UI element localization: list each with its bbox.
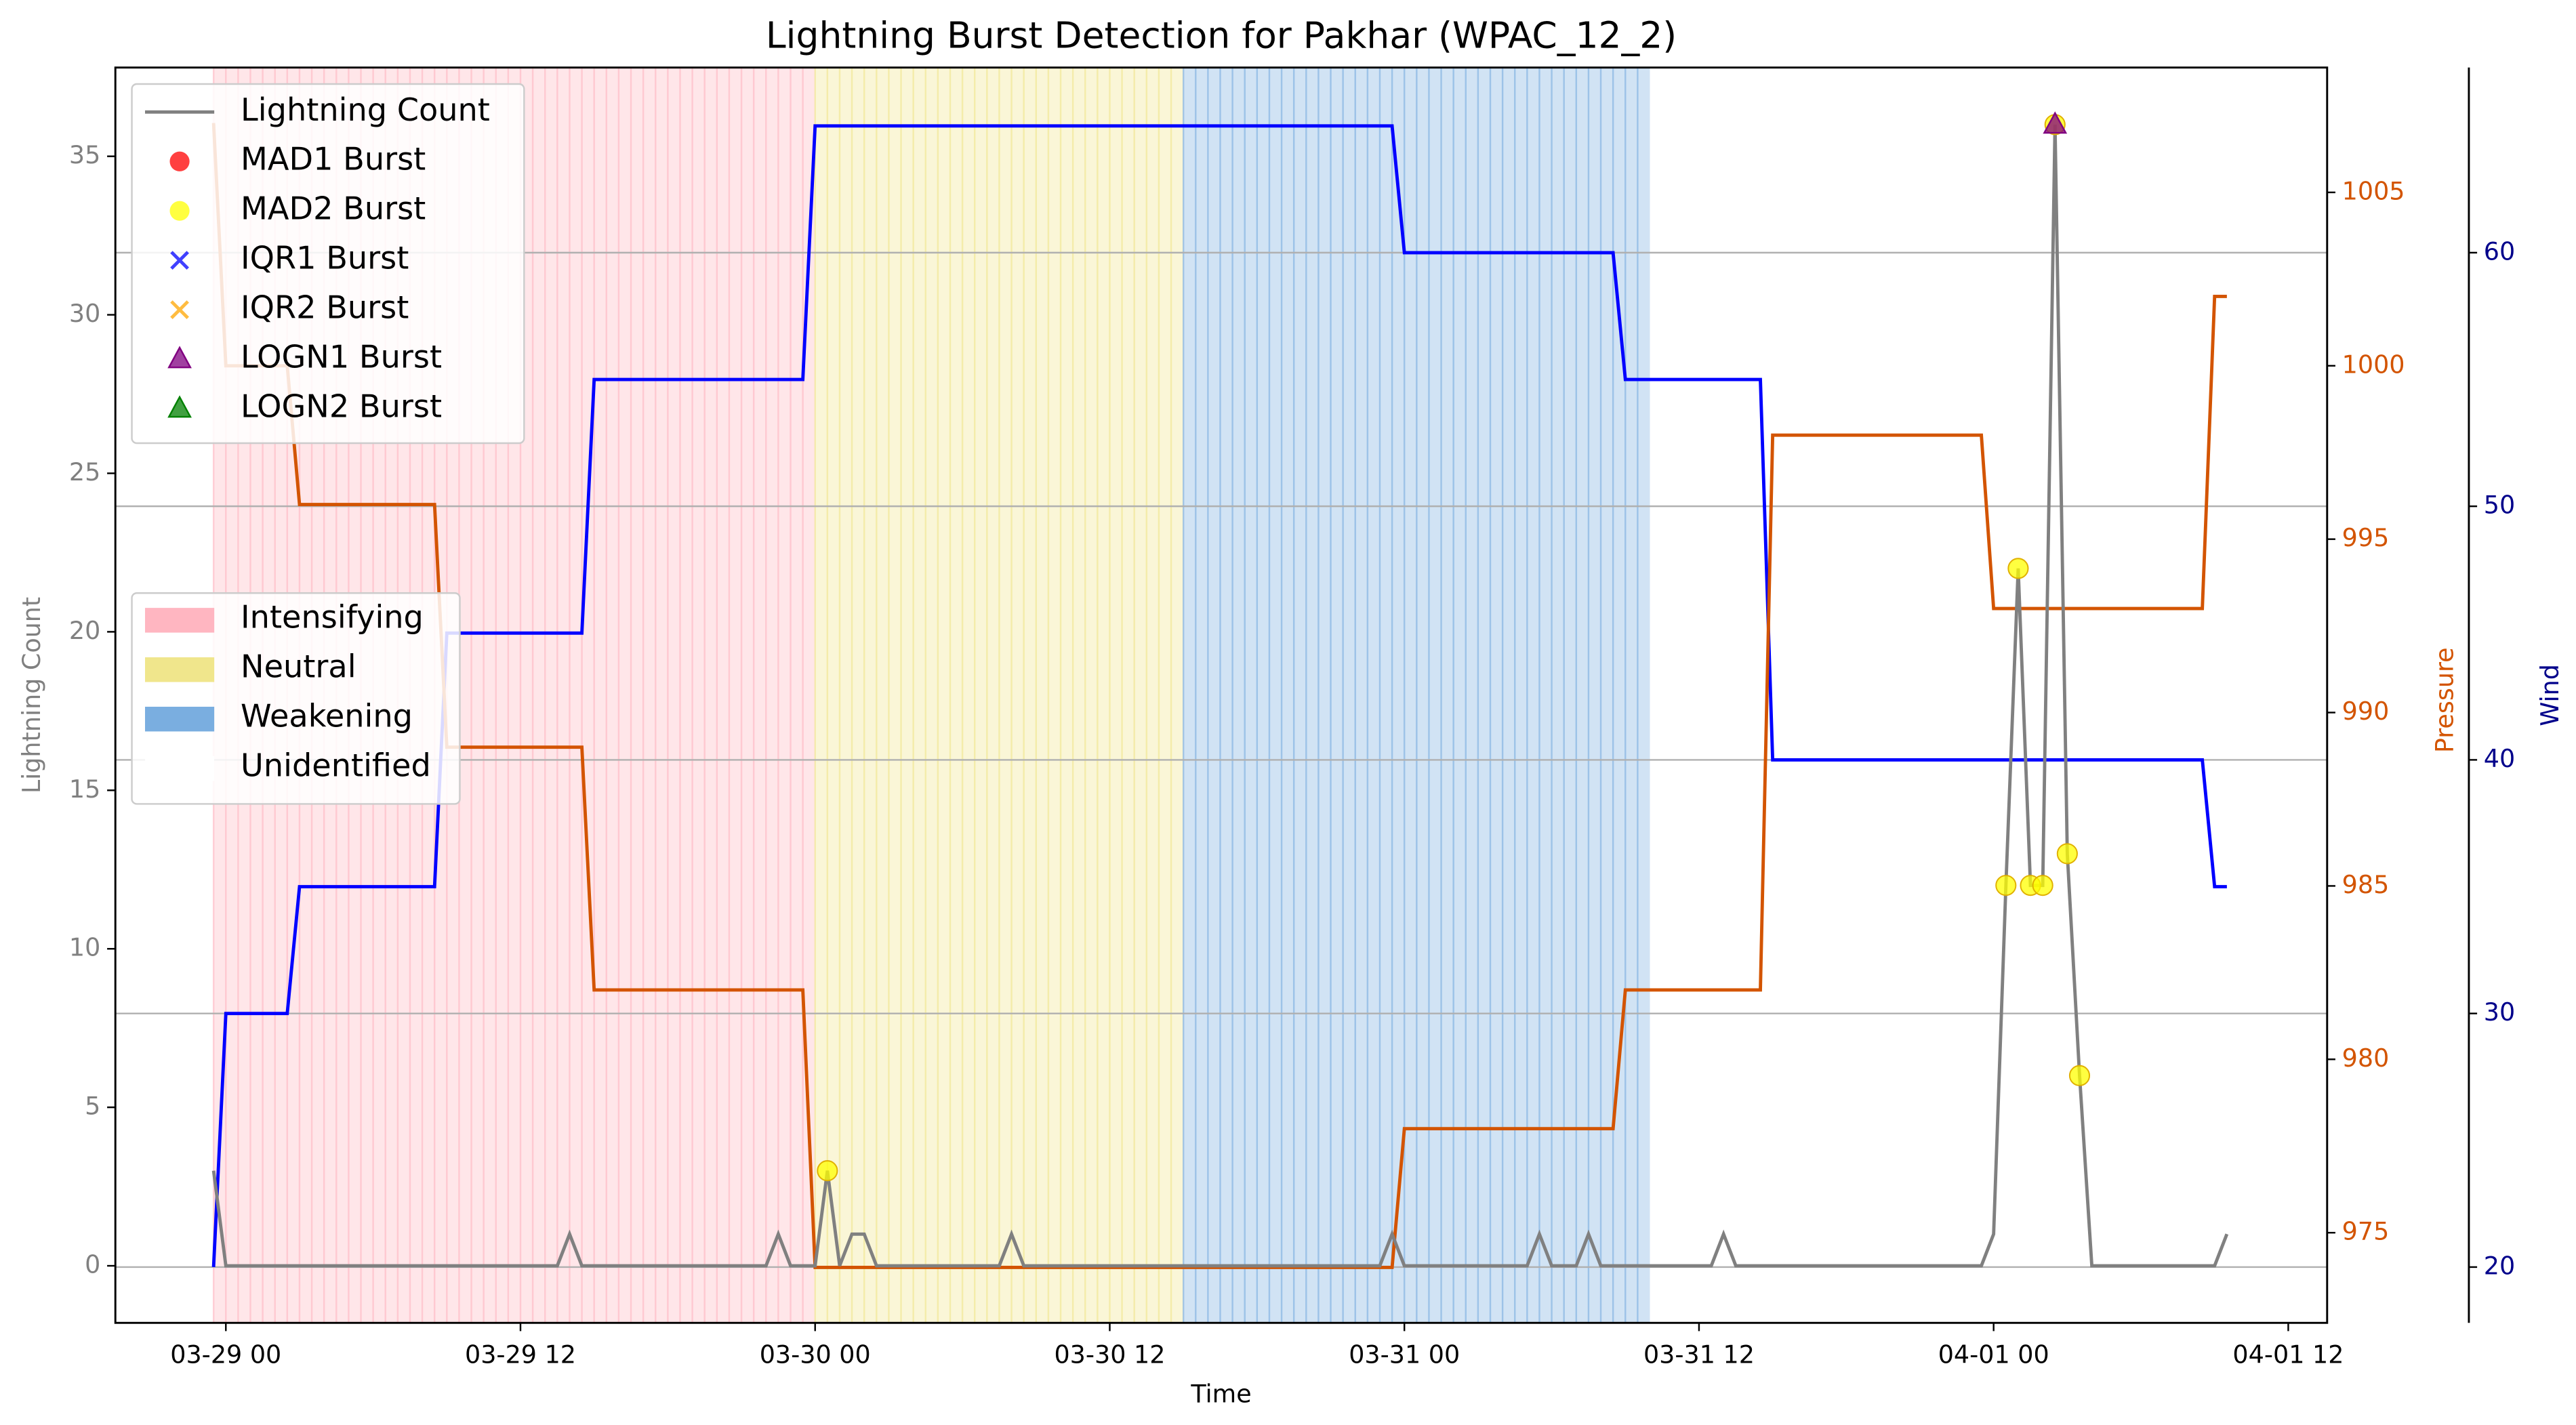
yticks-label: 5	[85, 1092, 100, 1121]
legend-label: LOGN2 Burst	[241, 388, 442, 424]
series-line	[211, 124, 2227, 1268]
burst-point	[2068, 1065, 2091, 1086]
x-tick-label: 04-01 12	[2232, 1340, 2344, 1369]
burst-point	[2032, 875, 2053, 896]
x-tick-label: 03-29 00	[170, 1340, 281, 1369]
y2ticks-label: 995	[2342, 523, 2390, 552]
legend-label: IQR2 Burst	[241, 289, 409, 326]
burst-point	[2043, 111, 2068, 134]
legend-label: LOGN1 Burst	[241, 339, 442, 375]
burst-point	[1995, 875, 2017, 896]
x-axis-label: Time	[1190, 1380, 1251, 1409]
yticks-label: 10	[69, 933, 100, 962]
legend-marker	[169, 201, 190, 221]
legend-label: Weakening	[241, 698, 413, 735]
chart-title: Lightning Burst Detection for Pakhar (WP…	[766, 14, 1677, 57]
y-axis-label: Lightning Count	[17, 597, 46, 793]
legend-label: MAD1 Burst	[241, 141, 426, 178]
legend-marker	[167, 346, 192, 369]
x-tick-label: 03-31 12	[1643, 1340, 1755, 1369]
y3ticks-label: 20	[2484, 1251, 2515, 1280]
y3ticks-label: 60	[2484, 236, 2515, 266]
yticks-label: 0	[85, 1250, 100, 1279]
yticks-label: 25	[69, 457, 100, 487]
legend-box	[131, 592, 461, 805]
x-tick-label: 03-31 00	[1349, 1340, 1460, 1369]
legend-patch	[145, 756, 215, 781]
legend-label: Lightning Count	[241, 91, 490, 128]
legend-label: IQR1 Burst	[241, 240, 409, 276]
yticks-label: 20	[69, 616, 100, 645]
legend-label: MAD2 Burst	[241, 190, 426, 227]
y2ticks-label: 985	[2342, 870, 2390, 899]
y2ticks-label: 980	[2342, 1044, 2390, 1073]
yticks-label: 35	[69, 140, 100, 169]
y2ticks-label: 1005	[2342, 176, 2405, 205]
legend-patch	[145, 657, 215, 682]
legend-box	[131, 83, 525, 445]
yticks-label: 30	[69, 299, 100, 328]
y2ticks-label: 975	[2342, 1217, 2390, 1246]
x-tick-label: 03-30 00	[760, 1340, 871, 1369]
legend-label: Intensifying	[241, 599, 424, 636]
y2ticks-label: 1000	[2342, 350, 2405, 379]
legend-patch	[145, 706, 215, 732]
y3ticks-label: 30	[2484, 997, 2515, 1027]
legend-patch	[145, 608, 215, 633]
y3ticks-label: 40	[2484, 744, 2515, 773]
burst-point	[817, 1160, 838, 1182]
x-tick-label: 03-30 12	[1054, 1340, 1165, 1369]
burst-point	[2056, 843, 2078, 865]
x-tick-label: 04-01 00	[1938, 1340, 2049, 1369]
legend-label: Unidentified	[241, 747, 431, 783]
y2-axis-label: Pressure	[2430, 647, 2459, 753]
y3-axis-label: Wind	[2535, 664, 2564, 726]
y2ticks-label: 990	[2342, 697, 2390, 726]
x-tick-label: 03-29 12	[465, 1340, 576, 1369]
y3ticks-label: 50	[2484, 491, 2515, 520]
series-line	[211, 123, 2227, 1269]
burst-point	[2007, 558, 2029, 579]
legend-marker	[170, 300, 189, 319]
legend-marker	[167, 395, 192, 418]
legend-marker	[169, 151, 190, 171]
legend-label: Neutral	[241, 648, 356, 685]
legend-marker	[170, 251, 189, 270]
plot-frame	[114, 66, 2329, 1324]
yticks-label: 15	[69, 775, 100, 804]
